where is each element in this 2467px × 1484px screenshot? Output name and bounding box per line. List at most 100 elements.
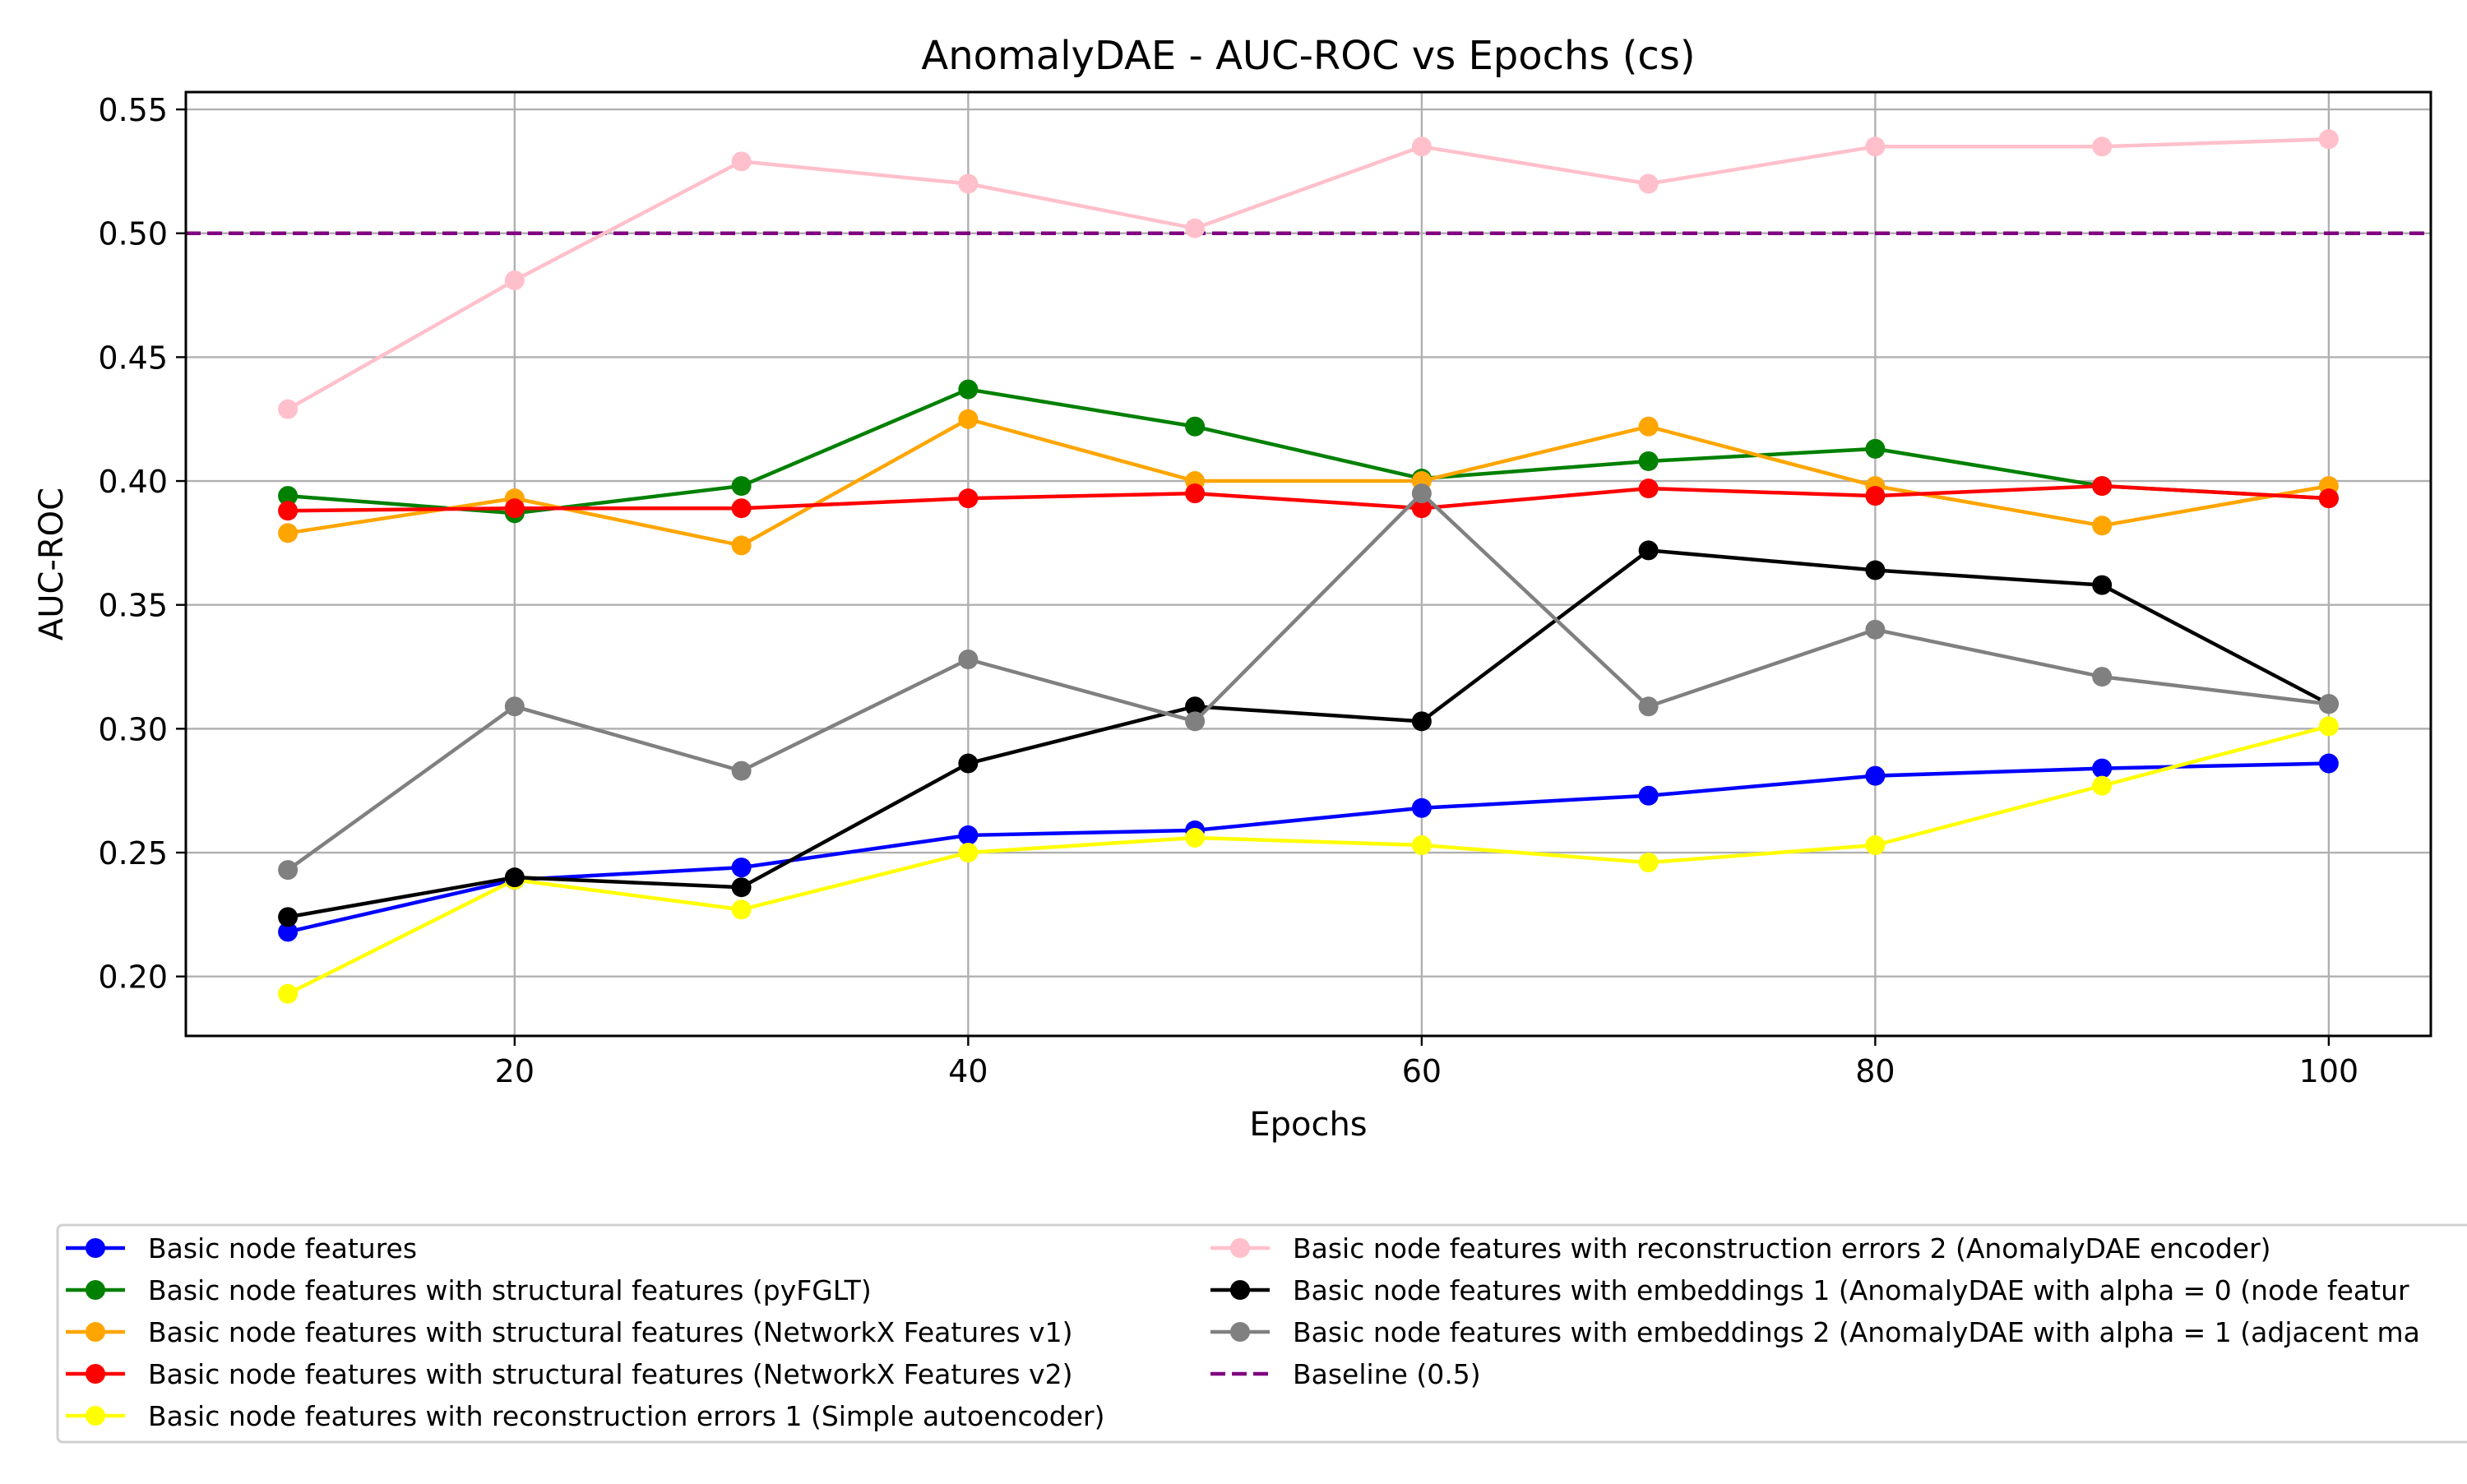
legend-swatch-marker bbox=[1230, 1280, 1250, 1300]
data-point bbox=[2318, 716, 2339, 737]
data-point bbox=[731, 476, 752, 497]
data-point bbox=[278, 523, 299, 543]
data-point bbox=[731, 858, 752, 878]
x-tick-label: 40 bbox=[948, 1053, 988, 1089]
data-point bbox=[504, 696, 525, 717]
data-point bbox=[958, 753, 979, 774]
data-point bbox=[1865, 765, 1886, 786]
data-point bbox=[1411, 498, 1432, 519]
series-line bbox=[287, 387, 2330, 515]
x-tick-label: 100 bbox=[2299, 1053, 2359, 1089]
y-tick-label: 0.20 bbox=[98, 959, 168, 996]
chart-title: AnomalyDAE - AUC-ROC vs Epochs (cs) bbox=[921, 33, 1695, 79]
data-point bbox=[958, 173, 979, 194]
data-point bbox=[2092, 775, 2113, 796]
series-4 bbox=[278, 476, 2339, 521]
series-5 bbox=[278, 716, 2339, 1004]
data-point bbox=[1638, 451, 1659, 471]
series-line bbox=[287, 761, 2329, 934]
data-point bbox=[958, 409, 979, 429]
data-point bbox=[1638, 478, 1659, 499]
legend-item: Basic node features bbox=[66, 1232, 417, 1264]
y-tick-label: 0.55 bbox=[98, 92, 168, 128]
data-point bbox=[278, 860, 299, 881]
legend-label: Basic node features with embeddings 1 (A… bbox=[1293, 1274, 2409, 1306]
data-point bbox=[958, 650, 979, 670]
legend-swatch-marker bbox=[86, 1406, 105, 1426]
legend-item: Basic node features with reconstruction … bbox=[1210, 1232, 2271, 1264]
data-point bbox=[1638, 696, 1659, 717]
data-point bbox=[2092, 758, 2113, 779]
data-point bbox=[1865, 560, 1886, 580]
data-point bbox=[731, 498, 752, 519]
data-point bbox=[504, 867, 525, 888]
series-8 bbox=[278, 483, 2339, 881]
data-point bbox=[1865, 486, 1886, 506]
tick-layer: 20 40 60 80 100 0.20 0.25 0.30 0.35 0.40 0.45 0.50 0… bbox=[98, 92, 2358, 1089]
series-1 bbox=[278, 753, 2339, 942]
legend-swatch-marker bbox=[86, 1322, 105, 1342]
data-point bbox=[1411, 797, 1432, 818]
data-point bbox=[1638, 416, 1659, 437]
data-point bbox=[731, 535, 752, 556]
legend-item: Basic node features with structural feat… bbox=[66, 1358, 1072, 1390]
x-tick-label: 20 bbox=[495, 1053, 535, 1089]
legend-label: Basic node features with structural feat… bbox=[148, 1316, 1072, 1348]
series-3 bbox=[278, 409, 2339, 556]
data-point bbox=[1185, 711, 1206, 732]
legend-item: Baseline (0.5) bbox=[1210, 1358, 1481, 1390]
data-point bbox=[2092, 667, 2113, 687]
data-point bbox=[1185, 416, 1206, 437]
data-point bbox=[504, 498, 525, 519]
data-point bbox=[1865, 619, 1886, 640]
data-point bbox=[278, 907, 299, 927]
series-7 bbox=[278, 540, 2339, 927]
data-point bbox=[2318, 694, 2339, 714]
legend-label: Basic node features with reconstruction … bbox=[1293, 1232, 2271, 1264]
legend-label: Basic node features with structural feat… bbox=[148, 1274, 872, 1306]
data-point bbox=[1185, 827, 1206, 848]
x-axis-label: Epochs bbox=[1249, 1106, 1367, 1144]
legend-swatch-marker bbox=[86, 1238, 105, 1258]
data-point bbox=[1638, 785, 1659, 806]
legend-item: Basic node features with structural feat… bbox=[66, 1316, 1072, 1348]
series-line bbox=[287, 548, 2330, 919]
series-line bbox=[286, 137, 2329, 411]
legend-swatch-marker bbox=[1230, 1322, 1250, 1342]
legend-label: Baseline (0.5) bbox=[1293, 1358, 1481, 1390]
data-point bbox=[1638, 540, 1659, 561]
series-line bbox=[287, 724, 2330, 996]
series-6 bbox=[278, 129, 2339, 419]
data-point bbox=[1865, 438, 1886, 459]
x-tick-label: 80 bbox=[1855, 1053, 1895, 1089]
y-tick-label: 0.40 bbox=[98, 464, 168, 500]
data-point bbox=[1411, 136, 1432, 157]
data-point bbox=[1411, 834, 1432, 855]
legend-item: Basic node features with structural feat… bbox=[66, 1274, 872, 1306]
legend-swatch-marker bbox=[86, 1364, 105, 1384]
legend-swatch-marker bbox=[1230, 1238, 1250, 1258]
legend-item: Basic node features with reconstruction … bbox=[66, 1400, 1105, 1432]
plot-frame bbox=[184, 90, 2432, 1038]
data-point bbox=[1865, 136, 1886, 157]
legend: Basic node features Basic node features w… bbox=[56, 1223, 2467, 1444]
y-tick-label: 0.25 bbox=[98, 835, 168, 871]
data-point bbox=[2318, 129, 2339, 150]
y-axis-label: AUC-ROC bbox=[33, 488, 71, 640]
legend-label: Basic node features with structural feat… bbox=[148, 1358, 1072, 1390]
legend-swatch-marker bbox=[86, 1280, 105, 1300]
series-line bbox=[288, 483, 2330, 513]
data-point bbox=[278, 486, 299, 506]
data-point bbox=[958, 379, 979, 400]
legend-label: Basic node features bbox=[148, 1232, 417, 1264]
data-point bbox=[1185, 483, 1206, 504]
data-point bbox=[2092, 476, 2113, 497]
y-tick-label: 0.50 bbox=[98, 216, 168, 252]
y-tick-label: 0.30 bbox=[98, 711, 168, 747]
data-point bbox=[731, 877, 752, 898]
data-point bbox=[1638, 853, 1659, 873]
data-point bbox=[278, 983, 299, 1004]
legend-label: Basic node features with reconstruction … bbox=[148, 1400, 1105, 1432]
data-point bbox=[1411, 711, 1432, 732]
